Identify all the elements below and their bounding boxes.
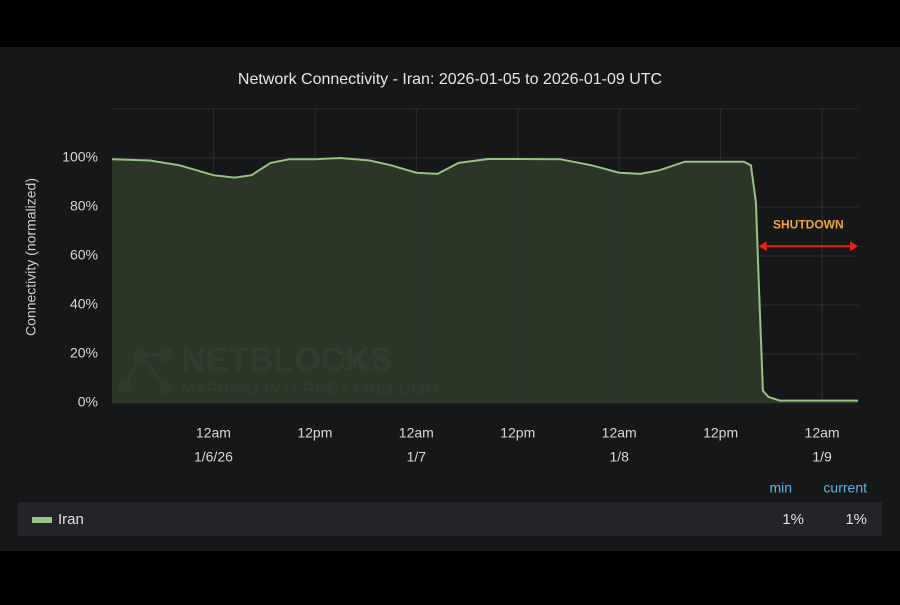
x-tick-label: 1/8 (609, 449, 629, 465)
x-tick-label: 1/9 (812, 449, 832, 465)
legend-value: 1% (845, 511, 867, 528)
annotation-text: SHUTDOWN (773, 217, 844, 231)
x-tick-label: 12am (805, 425, 840, 441)
x-tick-label: 12am (196, 425, 231, 441)
y-tick-label: 40% (70, 296, 98, 312)
legend-column: min (769, 480, 792, 496)
y-tick-label: 60% (70, 247, 98, 263)
x-tick-label: 1/7 (407, 449, 427, 465)
x-tick-label: 12am (399, 425, 434, 441)
legend-row (18, 502, 882, 536)
x-tick-label: 12pm (500, 425, 535, 441)
x-tick-label: 1/6/26 (194, 449, 233, 465)
series-line (111, 156, 858, 402)
y-tick-label: 80% (70, 198, 98, 214)
y-axis-label: Connectivity (normalized) (23, 178, 39, 336)
y-tick-label: 100% (62, 149, 98, 165)
legend-column: current (823, 480, 867, 496)
y-tick-label: 20% (70, 345, 98, 361)
x-tick-label: 12pm (297, 425, 332, 441)
arrow-head (758, 241, 767, 252)
series-area (112, 158, 858, 403)
legend-name: Iran (58, 511, 84, 528)
legend-swatch (32, 517, 52, 523)
arrow-head (850, 241, 858, 252)
x-tick-label: 12am (602, 425, 637, 441)
chart-title: Network Connectivity - Iran: 2026-01-05 … (238, 71, 662, 88)
legend-value: 1% (782, 511, 804, 528)
x-tick-label: 12pm (703, 425, 738, 441)
y-tick-label: 0% (78, 394, 98, 410)
